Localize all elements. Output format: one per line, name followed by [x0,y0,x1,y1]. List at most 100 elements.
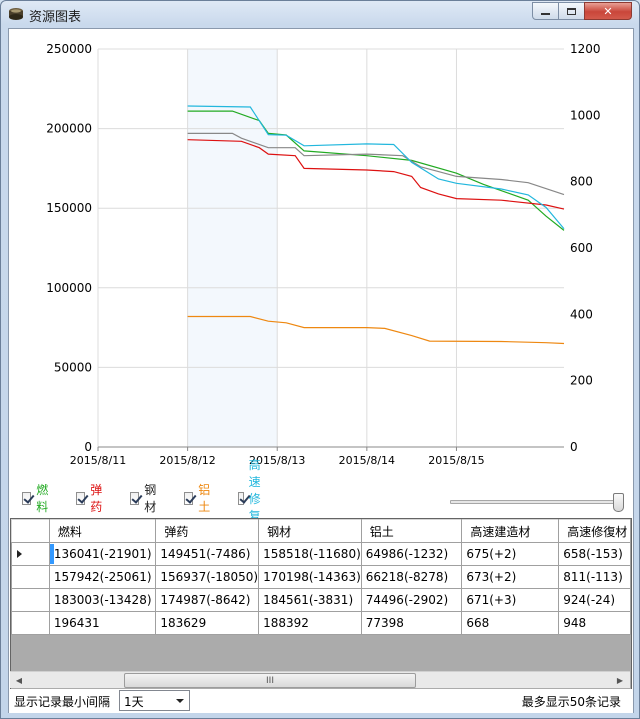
table-cell[interactable]: 183003(-13428) [48,588,157,612]
y-right-tick-label: 800 [570,175,593,189]
x-tick-label: 2015/8/15 [428,454,484,467]
table-cell[interactable]: 196431 [48,611,157,635]
y-right-tick-label: 0 [570,440,578,454]
slider-track [450,500,624,504]
row-header[interactable] [11,611,50,635]
y-right-tick-label: 1000 [570,108,601,122]
scroll-right-button[interactable]: ▶ [612,673,628,688]
table-cell[interactable]: 157942(-25061) [48,565,157,589]
table-cell[interactable]: 158518(-11680) [258,542,362,566]
maximize-button[interactable] [558,2,585,20]
range-slider[interactable] [450,493,626,513]
column-header-ammo[interactable]: 弹药 [155,519,260,543]
table-cell[interactable]: 184561(-3831) [258,588,362,612]
highlight-band [187,49,278,447]
legend-label: 弹药 [90,483,103,514]
data-table: 燃料 弹药 钢材 铝土 高速建造材 高速修復材 136041(-21901) 1… [11,519,631,635]
column-header-steel[interactable]: 钢材 [258,519,362,543]
table-cell[interactable]: 668 [461,611,560,635]
resource-chart: 0 50000 100000 150000 200000 250000 0 200 400 600… [9,29,633,479]
checkbox[interactable] [22,491,32,505]
column-header-bauxite[interactable]: 铝土 [360,519,463,543]
table-row[interactable]: 183003(-13428) 174987(-8642) 184561(-383… [11,588,631,612]
legend-item-bucket[interactable]: 高速修复材 [238,458,268,540]
column-header-build-material[interactable]: 高速建造材 [461,519,560,543]
table-cell[interactable]: 149451(-7486) [155,542,260,566]
table-cell[interactable]: 174987(-8642) [155,588,260,612]
close-button[interactable]: ✕ [584,2,632,20]
y-left-tick-label: 150000 [46,201,92,215]
legend-label: 燃料 [36,483,49,514]
column-header-repair-material[interactable]: 高速修復材 [558,519,631,543]
window-title: 资源图表 [29,10,82,25]
table-cell[interactable]: 77398 [360,611,463,635]
legend-item-fuel[interactable]: 燃料 [22,483,52,514]
table-cell[interactable]: 170198(-14363) [258,565,362,589]
legend-item-steel[interactable]: 钢材 [130,483,160,514]
table-cell[interactable]: 66218(-8278) [360,565,463,589]
series-line [187,315,565,345]
y-left-tick-label: 50000 [54,360,92,374]
table-cell[interactable]: 673(+2) [461,565,560,589]
y-right-tick-label: 200 [570,374,593,388]
table-cell[interactable]: 183629 [155,611,260,635]
scroll-left-button[interactable]: ◀ [11,673,27,688]
x-tick-label: 2015/8/12 [159,454,215,467]
table-cell[interactable]: 671(+3) [461,588,560,612]
table-cell[interactable]: 658(-153) [558,542,631,566]
y-left-tick-label: 250000 [46,42,92,56]
column-header-fuel[interactable]: 燃料 [48,519,157,543]
arrow-left-icon: ◀ [15,676,23,685]
series-line [187,139,565,210]
close-icon: ✕ [603,4,613,18]
app-icon [9,8,23,20]
row-header[interactable] [11,542,50,566]
table-row[interactable]: 136041(-21901) 149451(-7486) 158518(-116… [11,542,631,566]
table-cell[interactable]: 924(-24) [558,588,631,612]
table-cell[interactable]: 811(-113) [558,565,631,589]
y-right-tick-label: 400 [570,307,593,321]
minimize-button[interactable] [532,2,559,20]
table-row[interactable]: 157942(-25061) 156937(-18050) 170198(-14… [11,565,631,589]
table-cell[interactable]: 74496(-2902) [360,588,463,612]
interval-select[interactable]: 1天 [119,690,190,711]
legend-item-bauxite[interactable]: 铝土 [184,483,214,514]
checkbox[interactable] [76,491,86,505]
series-line [187,105,565,230]
grip-icon: III [266,675,274,686]
slider-thumb[interactable] [613,493,624,512]
arrow-right-icon: ▶ [616,676,624,685]
grid-corner [11,519,50,543]
y-right-tick-label: 1200 [570,42,601,56]
x-tick-label: 2015/8/11 [70,454,126,467]
table-cell[interactable]: 948 [558,611,631,635]
checkbox[interactable] [130,491,140,505]
horizontal-scrollbar[interactable]: ◀ III ▶ [10,671,630,688]
minimize-icon [541,13,550,15]
table-cell[interactable]: 156937(-18050) [155,565,260,589]
maximize-icon [567,7,576,15]
table-row[interactable]: 196431 183629 188392 77398 668 948 [11,611,631,635]
legend-label: 铝土 [198,483,211,514]
legend-item-ammo[interactable]: 弹药 [76,483,106,514]
y-left-tick-label: 200000 [46,122,92,136]
header-row: 燃料 弹药 钢材 铝土 高速建造材 高速修復材 [11,519,631,543]
scroll-thumb[interactable]: III [124,673,416,688]
client-area: 0 50000 100000 150000 200000 250000 0 200 400 600… [8,28,634,713]
chevron-down-icon [176,699,184,703]
data-grid: 燃料 弹药 钢材 铝土 高速建造材 高速修復材 136041(-21901) 1… [10,518,632,690]
current-row-icon [17,550,22,558]
row-header[interactable] [11,588,50,612]
checkbox[interactable] [184,491,194,505]
title-bar: 资源图表 ✕ [1,1,639,27]
table-cell[interactable]: 136041(-21901) [48,542,157,566]
checkbox[interactable] [238,491,244,505]
bottom-bar: 显示记录最小间隔 1天 最多显示50条记录 [9,689,633,713]
y-left-tick-label: 100000 [46,281,92,295]
row-header[interactable] [11,565,50,589]
table-cell[interactable]: 675(+2) [461,542,560,566]
table-cell[interactable]: 188392 [258,611,362,635]
table-cell[interactable]: 64986(-1232) [360,542,463,566]
y-right-tick-label: 600 [570,241,593,255]
